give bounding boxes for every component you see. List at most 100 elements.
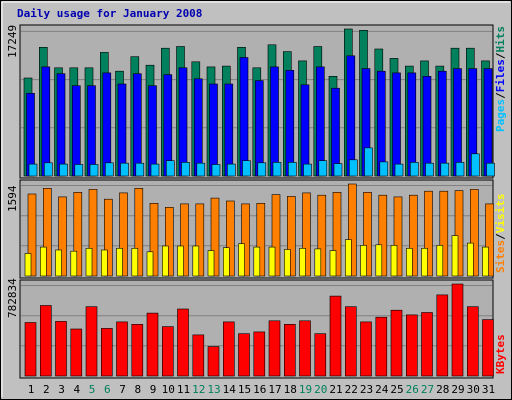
chart-title: Daily usage for January 2008 <box>17 7 202 20</box>
visits-bar <box>162 245 169 277</box>
x-tick-label: 3 <box>58 383 65 396</box>
files-bar <box>56 73 66 177</box>
sites-bar <box>104 198 113 277</box>
x-tick-label: 17 <box>268 383 281 396</box>
kbytes-bar <box>101 328 113 377</box>
files-bar <box>483 68 493 177</box>
visits-bar <box>207 250 215 277</box>
pages-bar <box>166 160 175 177</box>
files-bar <box>270 66 279 177</box>
sites-bar <box>424 190 433 277</box>
pages-bar <box>272 162 282 177</box>
visits-bar <box>70 250 78 277</box>
visits-bar <box>436 245 444 277</box>
kbytes-bar <box>162 326 174 377</box>
pages-bar <box>425 162 434 177</box>
x-tick-label: 12 <box>192 383 205 396</box>
x-tick-label: 1 <box>28 383 35 396</box>
sites-bar <box>378 194 388 277</box>
pages-bar <box>59 163 68 177</box>
visits-bar <box>329 250 337 277</box>
x-tick-label: 28 <box>436 383 449 396</box>
kbytes-bar <box>70 328 83 377</box>
kbytes-bar <box>405 314 418 377</box>
sites-bar <box>195 203 205 277</box>
files-bar <box>133 73 142 177</box>
kbytes-bar <box>375 316 388 377</box>
sites-bar <box>393 196 403 277</box>
visits-bar <box>466 242 474 277</box>
files-bar <box>407 72 417 177</box>
kbytes-bar <box>55 321 67 377</box>
visits-bar <box>24 253 32 277</box>
kbytes-bar <box>223 321 235 377</box>
visits-bar <box>192 245 200 277</box>
pages-bar <box>364 147 373 177</box>
visits-bar <box>116 248 123 277</box>
kbytes-bar <box>192 334 205 377</box>
x-tick-label: 31 <box>482 383 495 396</box>
files-bar <box>87 85 96 177</box>
files-bar <box>255 80 264 177</box>
sites-bar <box>226 200 235 277</box>
sites-bar <box>241 203 250 277</box>
x-tick-label: 27 <box>421 383 434 396</box>
pages-bar <box>150 163 160 177</box>
pages-bar <box>211 164 221 177</box>
pages-bar <box>257 162 267 177</box>
legend-sep-1: / <box>494 92 507 99</box>
x-tick-label: 21 <box>329 383 342 396</box>
legend-kbytes-panel: KBytes <box>494 334 507 374</box>
sites-bar <box>73 192 83 277</box>
files-bar <box>239 57 249 177</box>
visits-bar <box>55 249 62 277</box>
pages-bar <box>227 163 236 177</box>
pages-bar <box>394 163 404 177</box>
x-tick-label: 4 <box>73 383 80 396</box>
kbytes-bar <box>466 306 479 377</box>
sites-bar <box>332 192 342 277</box>
x-tick-label: 9 <box>150 383 157 396</box>
files-bar <box>437 70 447 177</box>
x-tick-label: 7 <box>119 383 126 396</box>
visits-bar <box>39 246 47 277</box>
legend-visits: Visits <box>494 194 507 234</box>
visits-bar <box>238 243 245 277</box>
visits-bar <box>177 245 184 277</box>
kbytes-bar <box>207 346 220 377</box>
legend-sep-3: / <box>494 233 507 240</box>
visits-bar <box>283 249 291 277</box>
pages-bar <box>287 162 297 177</box>
visits-bar <box>405 248 413 277</box>
files-bar <box>224 83 234 177</box>
sites-bar <box>180 203 189 277</box>
visits-bar <box>85 248 93 277</box>
legend-files: Files <box>494 59 507 92</box>
x-tick-label: 20 <box>314 383 327 396</box>
kbytes-bar <box>299 320 311 377</box>
sites-bar <box>317 194 327 277</box>
pages-bar <box>120 162 129 177</box>
files-bar <box>346 55 356 177</box>
x-tick-label: 18 <box>284 383 297 396</box>
kbytes-bar <box>451 283 464 377</box>
visits-bar <box>421 248 428 277</box>
kbytes-bar <box>177 308 189 377</box>
x-tick-label: 23 <box>360 383 373 396</box>
files-bar <box>178 67 188 177</box>
sites-bar <box>134 188 144 277</box>
x-tick-label: 26 <box>406 383 419 396</box>
pages-bar <box>303 163 312 177</box>
sites-bar <box>485 203 494 277</box>
visits-bar <box>146 251 154 277</box>
x-tick-label: 6 <box>104 383 111 396</box>
visits-axis-max: 1594 <box>6 185 19 212</box>
visits-bar <box>360 245 367 277</box>
pages-bar <box>43 162 53 177</box>
sites-bar <box>119 192 128 277</box>
kbytes-axis-max: 782834 <box>6 278 19 318</box>
x-tick-label: 15 <box>238 383 251 396</box>
files-bar <box>376 70 386 177</box>
files-bar <box>41 66 51 177</box>
kbytes-bar <box>390 309 403 377</box>
